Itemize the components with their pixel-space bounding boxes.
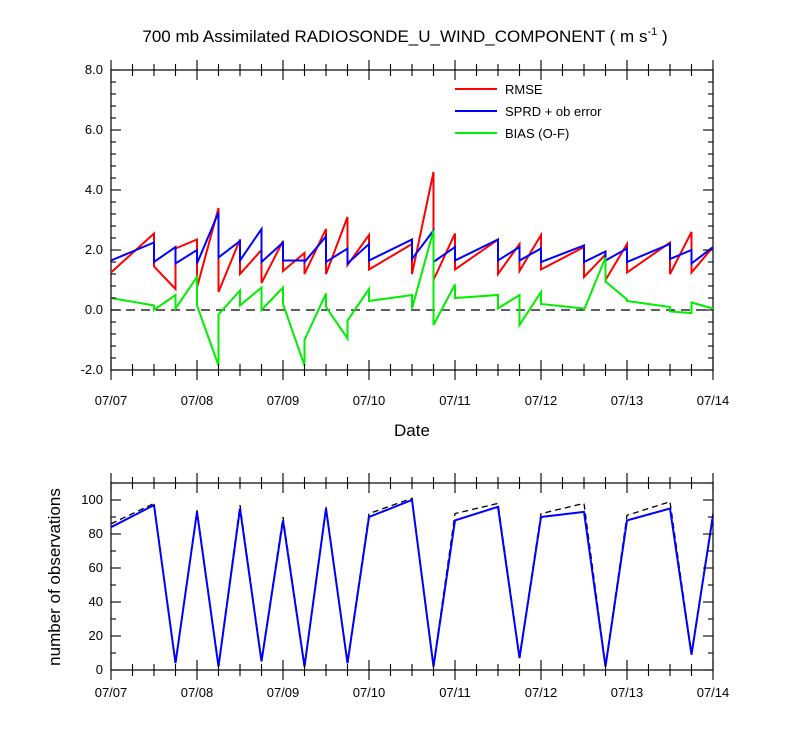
top-y-tick-label: 8.0 bbox=[85, 62, 103, 77]
top-chart-title: 700 mb Assimilated RADIOSONDE_U_WIND_COM… bbox=[142, 26, 667, 46]
bottom-y-tick-label: 100 bbox=[81, 492, 103, 507]
title-main: 700 mb Assimilated RADIOSONDE_U_WIND_COM… bbox=[142, 27, 647, 46]
top-x-tick-label: 07/07 bbox=[95, 393, 128, 408]
bottom-y-tick-label: 20 bbox=[89, 628, 103, 643]
bottom-x-tick-label: 07/07 bbox=[95, 685, 128, 700]
bottom-x-tick-label: 07/10 bbox=[353, 685, 386, 700]
bottom-series-possible bbox=[110, 497, 714, 665]
top-series-bias-o-f bbox=[110, 230, 714, 366]
bottom-y-tick-label: 0 bbox=[96, 662, 103, 677]
title-superscript: -1 bbox=[647, 26, 657, 38]
top-series-rmse bbox=[110, 171, 714, 293]
top-x-tick-label: 07/14 bbox=[697, 393, 730, 408]
bottom-y-tick-label: 60 bbox=[89, 560, 103, 575]
bottom-x-tick-label: 07/13 bbox=[611, 685, 644, 700]
top-x-tick-label: 07/12 bbox=[525, 393, 558, 408]
legend-rmse-label: RMSE bbox=[505, 82, 543, 97]
bottom-y-tick-label: 40 bbox=[89, 594, 103, 609]
title-suffix: ) bbox=[657, 27, 667, 46]
bottom-series-assimilated bbox=[110, 498, 714, 667]
top-y-tick-label: 0.0 bbox=[85, 302, 103, 317]
top-series-sprd-ob-error bbox=[110, 212, 714, 266]
legend-sprd-label: SPRD + ob error bbox=[505, 104, 602, 119]
bottom-x-tick-label: 07/12 bbox=[525, 685, 558, 700]
bottom-chart: 07/07 07/08 07/09 07/10 07/11 07/12 07/13 07/14… bbox=[81, 473, 729, 700]
bottom-plot-frame bbox=[110, 482, 714, 671]
top-chart: 07/07 07/08 07/09 07/10 07/11 07/12 07/13 07/14… bbox=[81, 60, 730, 408]
top-y-tick-label: 2.0 bbox=[85, 242, 103, 257]
bottom-y-tick-label: 80 bbox=[89, 526, 103, 541]
top-x-tick-label: 07/09 bbox=[267, 393, 300, 408]
top-y-tick-label: 6.0 bbox=[85, 122, 103, 137]
bottom-x-tick-label: 07/08 bbox=[181, 685, 214, 700]
bottom-y-axis-title: number of observations bbox=[45, 488, 64, 666]
bottom-x-tick-label: 07/14 bbox=[697, 685, 730, 700]
bottom-x-tick-label: 07/11 bbox=[439, 685, 471, 700]
top-x-axis-title: Date bbox=[394, 421, 430, 440]
top-x-tick-label: 07/10 bbox=[353, 393, 386, 408]
legend: RMSE SPRD + ob error BIAS (O-F) bbox=[455, 82, 602, 141]
top-x-tick-label: 07/11 bbox=[439, 393, 471, 408]
top-x-tick-label: 07/08 bbox=[181, 393, 214, 408]
legend-bias-label: BIAS (O-F) bbox=[505, 126, 569, 141]
top-y-tick-label: -2.0 bbox=[81, 362, 103, 377]
top-plot-frame bbox=[110, 69, 714, 371]
bottom-x-tick-label: 07/09 bbox=[267, 685, 300, 700]
top-x-tick-label: 07/13 bbox=[611, 393, 644, 408]
top-y-tick-label: 4.0 bbox=[85, 182, 103, 197]
